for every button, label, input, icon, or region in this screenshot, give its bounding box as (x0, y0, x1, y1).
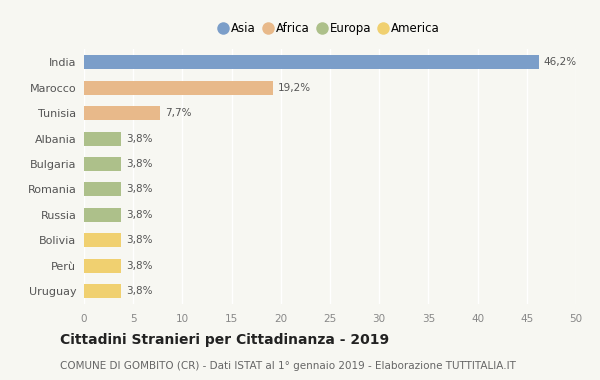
Text: 3,8%: 3,8% (127, 184, 153, 195)
Text: 7,7%: 7,7% (164, 108, 191, 118)
Text: COMUNE DI GOMBITO (CR) - Dati ISTAT al 1° gennaio 2019 - Elaborazione TUTTITALIA: COMUNE DI GOMBITO (CR) - Dati ISTAT al 1… (60, 361, 516, 370)
Text: 3,8%: 3,8% (127, 210, 153, 220)
Bar (84, 55, 539, 69)
Bar (84, 182, 121, 196)
Text: Cittadini Stranieri per Cittadinanza - 2019: Cittadini Stranieri per Cittadinanza - 2… (60, 333, 389, 347)
Bar (84, 81, 273, 95)
Bar (84, 259, 121, 273)
Bar (84, 233, 121, 247)
Bar (84, 284, 121, 298)
Text: 3,8%: 3,8% (127, 235, 153, 245)
Bar (84, 208, 121, 222)
Text: 3,8%: 3,8% (127, 133, 153, 144)
Text: 3,8%: 3,8% (127, 261, 153, 271)
Bar (84, 131, 121, 146)
Text: 3,8%: 3,8% (127, 159, 153, 169)
Text: 19,2%: 19,2% (278, 82, 311, 93)
Bar (84, 106, 160, 120)
Bar (84, 157, 121, 171)
Text: 46,2%: 46,2% (544, 57, 577, 67)
Text: 3,8%: 3,8% (127, 286, 153, 296)
Legend: Asia, Africa, Europa, America: Asia, Africa, Europa, America (218, 20, 442, 37)
